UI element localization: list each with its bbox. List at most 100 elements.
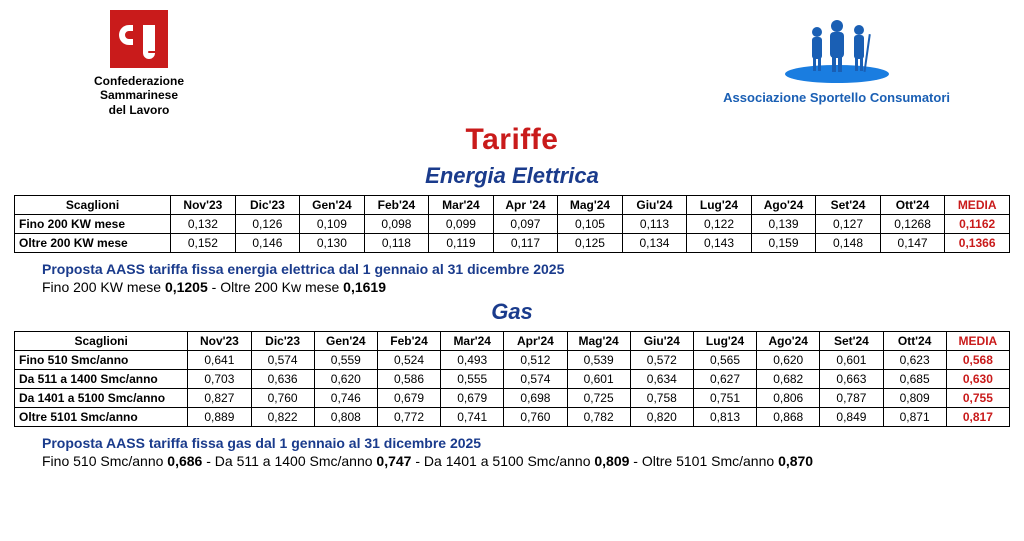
cell-value: 0,132: [171, 215, 236, 234]
table-gas-body: Fino 510 Smc/anno0,6410,5740,5590,5240,4…: [15, 351, 1010, 427]
col-head-month: Lug'24: [693, 332, 756, 351]
cell-value: 0,889: [188, 408, 251, 427]
logo-left-text: Confederazione Sammarinese del Lavoro: [94, 74, 184, 117]
cell-value: 0,143: [687, 234, 752, 253]
col-head-month: Ago'24: [757, 332, 820, 351]
col-head-month: Gen'24: [300, 196, 365, 215]
cell-value: 0,682: [757, 370, 820, 389]
logo-left-block: Confederazione Sammarinese del Lavoro: [94, 10, 184, 117]
col-head-media: MEDIA: [946, 332, 1009, 351]
cell-value: 0,758: [630, 389, 693, 408]
cell-value: 0,698: [504, 389, 567, 408]
cell-value: 0,586: [377, 370, 440, 389]
cell-media: 0,755: [946, 389, 1009, 408]
cell-value: 0,148: [816, 234, 881, 253]
cell-value: 0,117: [493, 234, 558, 253]
proposal-electric-title: Proposta AASS tariffa fissa energia elet…: [42, 261, 1010, 277]
cell-value: 0,126: [235, 215, 300, 234]
proposal-electric-items: Fino 200 KW mese 0,1205 - Oltre 200 Kw m…: [42, 279, 1010, 295]
cell-value: 0,620: [757, 351, 820, 370]
table-row: Oltre 5101 Smc/anno0,8890,8220,8080,7720…: [15, 408, 1010, 427]
table-row: Fino 200 KW mese0,1320,1260,1090,0980,09…: [15, 215, 1010, 234]
col-head-month: Giu'24: [630, 332, 693, 351]
cell-media: 0,1162: [945, 215, 1010, 234]
col-head-month: Dic'23: [251, 332, 314, 351]
col-head-month: Dic'23: [235, 196, 300, 215]
section-title-electric: Energia Elettrica: [14, 163, 1010, 189]
row-label: Oltre 200 KW mese: [15, 234, 171, 253]
cell-value: 0,512: [504, 351, 567, 370]
cell-value: 0,636: [251, 370, 314, 389]
cell-value: 0,772: [377, 408, 440, 427]
cell-value: 0,493: [441, 351, 504, 370]
csdl-logo-icon: [110, 10, 168, 68]
cell-value: 0,574: [251, 351, 314, 370]
cell-value: 0,663: [820, 370, 883, 389]
cell-value: 0,555: [441, 370, 504, 389]
col-head-month: Apr '24: [493, 196, 558, 215]
cell-value: 0,827: [188, 389, 251, 408]
col-head-month: Lug'24: [687, 196, 752, 215]
cell-value: 0,097: [493, 215, 558, 234]
cell-value: 0,620: [314, 370, 377, 389]
cell-value: 0,539: [567, 351, 630, 370]
col-head-month: Gen'24: [314, 332, 377, 351]
row-label: Da 511 a 1400 Smc/anno: [15, 370, 188, 389]
table-electric: ScaglioniNov'23Dic'23Gen'24Feb'24Mar'24A…: [14, 195, 1010, 253]
cell-value: 0,601: [820, 351, 883, 370]
col-head-month: Set'24: [816, 196, 881, 215]
logo-right-block: Associazione Sportello Consumatori: [723, 10, 950, 105]
col-head-month: Feb'24: [377, 332, 440, 351]
section-title-gas: Gas: [14, 299, 1010, 325]
cell-value: 0,741: [441, 408, 504, 427]
cell-value: 0,782: [567, 408, 630, 427]
cell-value: 0,871: [883, 408, 946, 427]
cell-value: 0,746: [314, 389, 377, 408]
col-head-media: MEDIA: [945, 196, 1010, 215]
col-head-month: Ott'24: [880, 196, 945, 215]
cell-media: 0,1366: [945, 234, 1010, 253]
col-head-month: Mar'24: [441, 332, 504, 351]
table-gas: ScaglioniNov'23Dic'23Gen'24Feb'24Mar'24A…: [14, 331, 1010, 427]
col-head-month: Set'24: [820, 332, 883, 351]
table-row: Oltre 200 KW mese0,1520,1460,1300,1180,1…: [15, 234, 1010, 253]
cell-value: 0,146: [235, 234, 300, 253]
cell-value: 0,098: [364, 215, 429, 234]
cell-value: 0,119: [429, 234, 494, 253]
cell-value: 0,159: [751, 234, 816, 253]
proposal-electric: Proposta AASS tariffa fissa energia elet…: [42, 261, 1010, 295]
cell-value: 0,122: [687, 215, 752, 234]
cell-value: 0,127: [816, 215, 881, 234]
cell-media: 0,568: [946, 351, 1009, 370]
col-head-month: Mar'24: [429, 196, 494, 215]
row-label: Oltre 5101 Smc/anno: [15, 408, 188, 427]
col-head-month: Nov'23: [171, 196, 236, 215]
col-head-month: Mag'24: [558, 196, 623, 215]
cell-value: 0,725: [567, 389, 630, 408]
cell-value: 0,109: [300, 215, 365, 234]
cell-value: 0,601: [567, 370, 630, 389]
table-electric-head: ScaglioniNov'23Dic'23Gen'24Feb'24Mar'24A…: [15, 196, 1010, 215]
cell-value: 0,641: [188, 351, 251, 370]
cell-value: 0,152: [171, 234, 236, 253]
cell-value: 0,760: [504, 408, 567, 427]
table-electric-body: Fino 200 KW mese0,1320,1260,1090,0980,09…: [15, 215, 1010, 253]
col-head-month: Ott'24: [883, 332, 946, 351]
col-head-month: Nov'23: [188, 332, 251, 351]
col-head-month: Apr'24: [504, 332, 567, 351]
cell-value: 0,679: [377, 389, 440, 408]
table-gas-head: ScaglioniNov'23Dic'23Gen'24Feb'24Mar'24A…: [15, 332, 1010, 351]
cell-value: 0,559: [314, 351, 377, 370]
cell-value: 0,849: [820, 408, 883, 427]
proposal-gas-title: Proposta AASS tariffa fissa gas dal 1 ge…: [42, 435, 1010, 451]
cell-value: 0,105: [558, 215, 623, 234]
cell-value: 0,679: [441, 389, 504, 408]
table-row: Da 1401 a 5100 Smc/anno0,8270,7600,7460,…: [15, 389, 1010, 408]
col-head-month: Ago'24: [751, 196, 816, 215]
cell-value: 0,760: [251, 389, 314, 408]
cell-value: 0,813: [693, 408, 756, 427]
cell-value: 0,139: [751, 215, 816, 234]
header-row: Confederazione Sammarinese del Lavoro As…: [14, 10, 1010, 125]
cell-value: 0,751: [693, 389, 756, 408]
cell-value: 0,574: [504, 370, 567, 389]
